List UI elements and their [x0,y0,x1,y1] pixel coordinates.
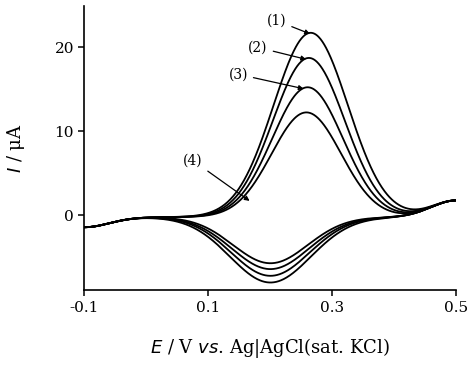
Text: (3): (3) [228,67,302,89]
Text: $E$ / V $vs$. Ag|AgCl(sat. KCl): $E$ / V $vs$. Ag|AgCl(sat. KCl) [150,336,391,360]
Text: $I$ / μA: $I$ / μA [5,123,27,173]
Text: (1): (1) [267,14,309,34]
Text: (4): (4) [183,154,248,200]
Text: (2): (2) [248,41,305,60]
